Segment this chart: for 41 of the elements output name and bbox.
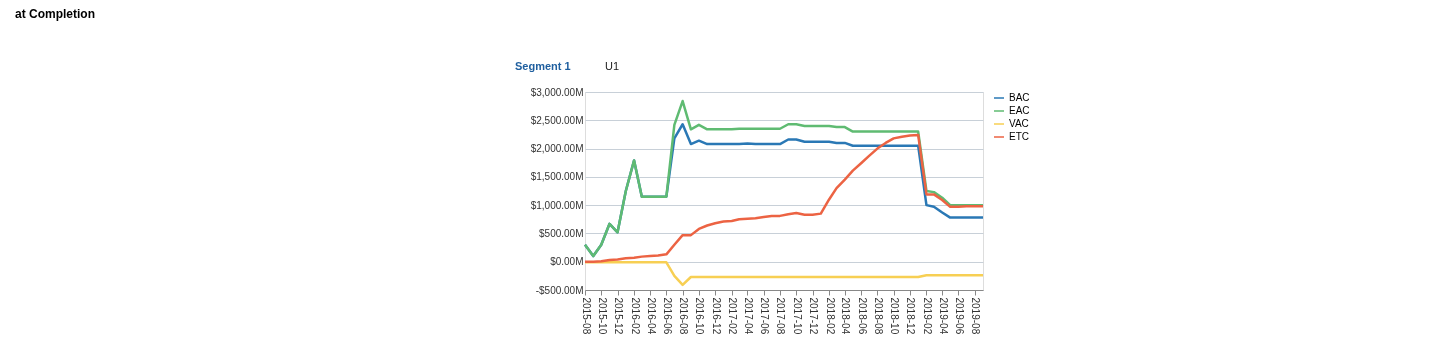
- y-tick-label: $1,500.00M: [530, 171, 584, 183]
- x-tick-label: 2018-04: [840, 297, 852, 335]
- x-tick-label: 2015-10: [596, 297, 608, 335]
- x-tick-label: 2018-06: [856, 297, 868, 335]
- text: at Completion: [15, 7, 95, 21]
- x-tick-label: 2017-02: [727, 297, 739, 335]
- text: U1: [605, 60, 620, 72]
- y-tick-label: $1,000.00M: [530, 199, 584, 211]
- x-tick-label: 2018-12: [905, 297, 917, 335]
- text: Segment 1: [515, 60, 571, 72]
- x-tick-label: 2016-06: [661, 297, 673, 335]
- x-tick-label: 2016-04: [645, 297, 657, 335]
- y-tick-label: $2,500.00M: [530, 114, 584, 126]
- x-tick-label: 2015-12: [613, 297, 625, 335]
- x-tick-label: 2016-02: [629, 297, 641, 335]
- y-tick-label: $500.00M: [539, 227, 584, 239]
- x-tick-label: 2019-02: [921, 297, 933, 335]
- x-tick-label: 2016-10: [694, 297, 706, 335]
- legend-label: VAC: [1009, 118, 1029, 129]
- x-tick-label: 2017-08: [775, 297, 787, 335]
- x-tick-label: 2017-12: [808, 297, 820, 335]
- x-tick-label: 2016-08: [678, 297, 690, 335]
- x-tick-label: 2018-08: [872, 297, 884, 335]
- x-tick-label: 2018-10: [889, 297, 901, 335]
- x-tick-label: 2017-04: [742, 297, 754, 335]
- x-tick-label: 2019-08: [970, 297, 982, 335]
- x-tick-label: 2016-12: [710, 297, 722, 335]
- y-tick-label: $3,000.00M: [530, 86, 584, 98]
- x-tick-label: 2017-10: [791, 297, 803, 335]
- y-tick-label: $0.00M: [550, 256, 584, 268]
- legend-label: EAC: [1009, 105, 1030, 116]
- x-tick-label: 2015-08: [580, 297, 592, 335]
- x-tick-label: 2019-06: [953, 297, 965, 335]
- x-tick-label: 2018-02: [824, 297, 836, 335]
- line-series: [583, 261, 985, 287]
- legend-label: ETC: [1009, 131, 1029, 142]
- y-tick-label: -$500.00M: [535, 284, 584, 296]
- x-tick-label: 2019-04: [937, 297, 949, 335]
- x-tick-label: 2017-06: [759, 297, 771, 335]
- y-tick-label: $2,000.00M: [530, 143, 584, 155]
- legend-label: BAC: [1009, 92, 1030, 103]
